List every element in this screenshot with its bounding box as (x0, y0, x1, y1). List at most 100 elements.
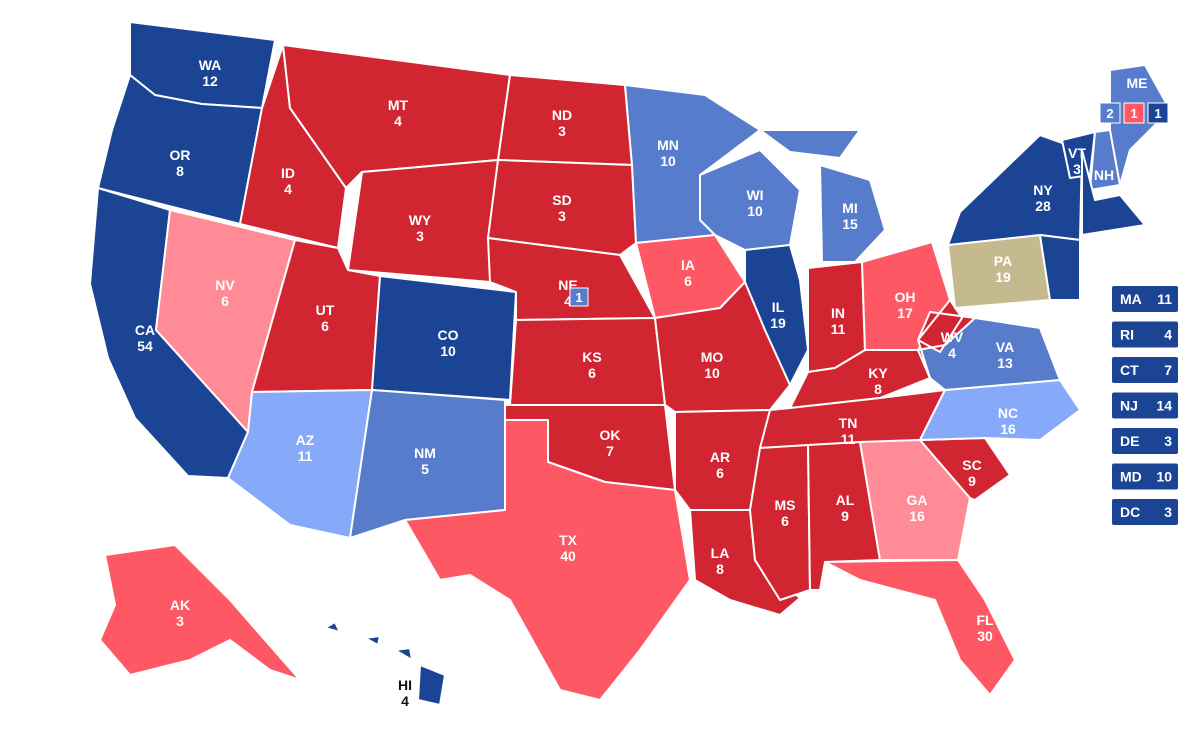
state-ev-wa: 12 (202, 73, 218, 89)
sidebar-ev: 4 (1164, 327, 1172, 343)
state-label-ny: NY (1033, 182, 1053, 198)
state-ev-fl: 30 (977, 628, 993, 644)
me-district-box[interactable] (1099, 102, 1121, 124)
state-label-ga: GA (907, 492, 928, 508)
me-district-value: 2 (1106, 106, 1113, 121)
state-ev-ca: 54 (137, 338, 153, 354)
me-district-box[interactable] (1147, 102, 1169, 124)
state-ev-oh: 17 (897, 305, 913, 321)
state-tx[interactable] (404, 419, 691, 701)
state-label-me: ME (1127, 75, 1148, 91)
state-label-az: AZ (296, 432, 315, 448)
ne-district-value: 1 (575, 290, 582, 305)
me-district-value: 1 (1130, 106, 1137, 121)
state-ev-la: 8 (716, 561, 724, 577)
state-ev-tx: 40 (560, 548, 576, 564)
sidebar-box (1112, 357, 1178, 383)
state-label-nd: ND (552, 107, 572, 123)
state-ev-ks: 6 (588, 365, 596, 381)
state-hi[interactable] (324, 621, 446, 706)
me-district-box[interactable] (1123, 102, 1145, 124)
state-label-il: IL (772, 299, 785, 315)
sidebar-item-ri[interactable]: RI 4 (1112, 321, 1178, 348)
state-me[interactable] (1109, 64, 1171, 186)
state-ev-hi: 4 (401, 693, 409, 709)
state-label-tn: TN (839, 415, 858, 431)
sidebar-item-de[interactable]: DE 3 (1112, 428, 1178, 454)
state-il[interactable] (744, 244, 809, 386)
sidebar-box (1112, 392, 1178, 419)
sidebar-abbr: MD (1120, 469, 1142, 485)
state-label-ar: AR (710, 449, 730, 465)
state-ev-nm: 5 (421, 461, 429, 477)
state-ga[interactable] (859, 439, 971, 561)
state-ev-co: 10 (440, 343, 456, 359)
state-az[interactable] (227, 389, 373, 539)
state-label-ms: MS (775, 497, 796, 513)
sidebar-abbr: NJ (1120, 398, 1138, 414)
state-ev-ne: 4 (564, 293, 572, 309)
sidebar-item-md[interactable]: MD 10 (1112, 463, 1178, 490)
state-ev-ut: 6 (321, 318, 329, 334)
state-wv[interactable] (917, 299, 976, 379)
state-label-wv: WV (941, 329, 964, 345)
sidebar-abbr: DE (1120, 433, 1139, 449)
sidebar-box (1112, 321, 1178, 348)
state-ev-ky: 8 (874, 381, 882, 397)
state-ev-wy: 3 (416, 228, 424, 244)
state-label-ca: CA (135, 322, 155, 338)
northeast-small-states (1039, 149, 1146, 301)
ne-district-box[interactable] (569, 287, 589, 307)
sidebar-ev: 3 (1164, 504, 1172, 520)
me-district-value: 1 (1154, 106, 1161, 121)
state-ev-vt: 3 (1073, 161, 1081, 177)
state-mi[interactable] (759, 129, 886, 263)
labels-layer: WA12OR8CA54NV6ID4MT4WY3UT6AZ11CO10NM5ND3… (135, 57, 1148, 709)
state-label-wy: WY (409, 212, 432, 228)
state-ev-nv: 6 (221, 293, 229, 309)
state-label-wa: WA (199, 57, 222, 73)
sidebar-item-nj[interactable]: NJ 14 (1112, 392, 1178, 419)
sidebar-box (1112, 499, 1178, 525)
state-label-la: LA (711, 545, 730, 561)
sidebar-box (1112, 463, 1178, 490)
state-ak[interactable] (99, 544, 301, 681)
state-ev-nh: 4 (1100, 183, 1108, 199)
state-ev-mt: 4 (394, 113, 402, 129)
state-label-ak: AK (170, 597, 190, 613)
state-ny[interactable] (947, 134, 1083, 246)
state-ev-nc: 16 (1000, 421, 1016, 437)
state-label-pa: PA (994, 253, 1012, 269)
state-ev-sd: 3 (558, 208, 566, 224)
state-label-co: CO (438, 327, 459, 343)
state-label-mi: MI (842, 200, 858, 216)
state-sd[interactable] (487, 159, 637, 256)
state-ev-id: 4 (284, 181, 292, 197)
sidebar-item-ma[interactable]: MA 11 (1112, 286, 1178, 312)
state-ev-mn: 10 (660, 153, 676, 169)
state-label-wi: WI (746, 187, 763, 203)
state-ev-ia: 6 (684, 273, 692, 289)
state-label-hi: HI (398, 677, 412, 693)
sidebar-item-dc[interactable]: DC 3 (1112, 499, 1178, 525)
sidebar-abbr: MA (1120, 291, 1142, 307)
sidebar-ev: 7 (1164, 362, 1172, 378)
state-label-ut: UT (316, 302, 335, 318)
state-ev-ar: 6 (716, 465, 724, 481)
sidebar-ev: 11 (1157, 291, 1172, 307)
state-label-ky: KY (868, 365, 888, 381)
state-label-nm: NM (414, 445, 436, 461)
state-fl[interactable] (824, 559, 1016, 696)
state-ev-ny: 28 (1035, 198, 1051, 214)
state-label-id: ID (281, 165, 295, 181)
state-label-nh: NH (1094, 167, 1114, 183)
state-label-nc: NC (998, 405, 1018, 421)
sidebar-ev: 10 (1156, 469, 1172, 485)
state-ev-nd: 3 (558, 123, 566, 139)
state-ev-tn: 11 (841, 431, 856, 447)
sidebar-abbr: RI (1120, 327, 1134, 343)
state-label-al: AL (836, 492, 855, 508)
sidebar-item-ct[interactable]: CT 7 (1112, 357, 1178, 383)
sidebar-abbr: CT (1120, 362, 1139, 378)
